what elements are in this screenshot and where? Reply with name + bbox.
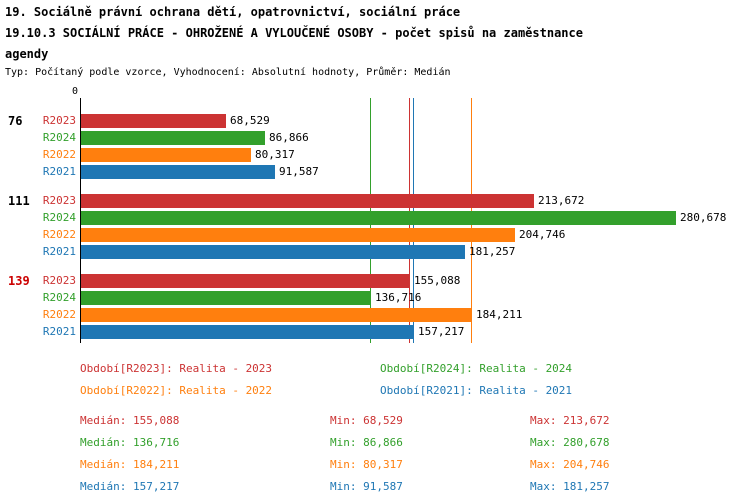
bar-value-label: 136,716	[375, 291, 422, 304]
group-label: 139	[8, 274, 30, 288]
series-label: R2023	[42, 114, 76, 127]
bar-value-label: 157,217	[418, 325, 465, 338]
stat-median-r2024: Medián: 136,716	[80, 436, 180, 449]
bar-r2023	[81, 274, 410, 288]
bar-value-label: 155,088	[414, 274, 461, 287]
series-label: R2024	[42, 291, 76, 304]
legend-item-r2021: Období[R2021]: Realita - 2021	[380, 384, 573, 397]
stat-max-r2021: Max: 181,257	[530, 480, 610, 493]
group-label: 76	[8, 114, 23, 128]
bar-r2021	[81, 245, 465, 259]
series-label: R2022	[42, 228, 76, 241]
bar-r2022	[81, 228, 515, 242]
stat-median-r2022: Medián: 184,211	[80, 458, 180, 471]
stat-max-r2024: Max: 280,678	[530, 436, 610, 449]
bar-r2021	[81, 165, 275, 179]
stat-median-r2023: Medián: 155,088	[80, 414, 180, 427]
series-label: R2024	[42, 211, 76, 224]
legend-item-r2022: Období[R2022]: Realita - 2022	[80, 384, 273, 397]
stat-max-r2023: Max: 213,672	[530, 414, 610, 427]
bar-value-label: 184,211	[476, 308, 523, 321]
bar-r2022	[81, 148, 251, 162]
series-label: R2024	[42, 131, 76, 144]
series-label: R2023	[42, 274, 76, 287]
bar-r2024	[81, 291, 371, 305]
bar-r2024	[81, 131, 265, 145]
chart-statistics: Medián: 155,088 Min: 68,529 Max: 213,672 Me…	[0, 414, 750, 498]
chart-legend: Období[R2023]: Realita - 2023 Období[R202…	[0, 362, 750, 408]
group-label: 111	[8, 194, 30, 208]
chart-title-line3: agendy	[5, 47, 49, 61]
bar-value-label: 86,866	[269, 131, 309, 144]
series-label: R2021	[42, 165, 76, 178]
stat-min-r2022: Min: 80,317	[330, 458, 403, 471]
bar-value-label: 181,257	[469, 245, 516, 258]
series-label: R2023	[42, 194, 76, 207]
bar-value-label: 280,678	[680, 211, 727, 224]
stat-max-r2022: Max: 204,746	[530, 458, 610, 471]
legend-item-r2023: Období[R2023]: Realita - 2023	[80, 362, 273, 375]
stat-min-r2024: Min: 86,866	[330, 436, 403, 449]
bar-r2023	[81, 114, 226, 128]
bar-value-label: 68,529	[230, 114, 270, 127]
stat-min-r2023: Min: 68,529	[330, 414, 403, 427]
bar-value-label: 91,587	[279, 165, 319, 178]
bar-value-label: 80,317	[255, 148, 295, 161]
x-axis-origin-label: 0	[72, 86, 79, 97]
chart-title-line2: 19.10.3 SOCIÁLNÍ PRÁCE - OHROŽENÉ A VYLO…	[5, 26, 583, 40]
stat-min-r2021: Min: 91,587	[330, 480, 403, 493]
chart-title-line1: 19. Sociálně právní ochrana dětí, opatro…	[5, 5, 461, 19]
stat-median-r2021: Medián: 157,217	[80, 480, 180, 493]
series-label: R2022	[42, 308, 76, 321]
bar-r2022	[81, 308, 472, 322]
y-axis-line	[80, 98, 81, 343]
bar-r2023	[81, 194, 534, 208]
bar-value-label: 204,746	[519, 228, 566, 241]
chart-subtitle: Typ: Počítaný podle vzorce, Vyhodnocení:…	[5, 67, 451, 78]
bar-r2021	[81, 325, 414, 339]
series-label: R2022	[42, 148, 76, 161]
series-label: R2021	[42, 245, 76, 258]
series-label: R2021	[42, 325, 76, 338]
bar-chart-plot-area: 76 R2023 68,529 R2024 86,866 R2022 80,317 R2021…	[0, 98, 750, 343]
bar-r2024	[81, 211, 676, 225]
legend-item-r2024: Období[R2024]: Realita - 2024	[380, 362, 573, 375]
bar-value-label: 213,672	[538, 194, 585, 207]
